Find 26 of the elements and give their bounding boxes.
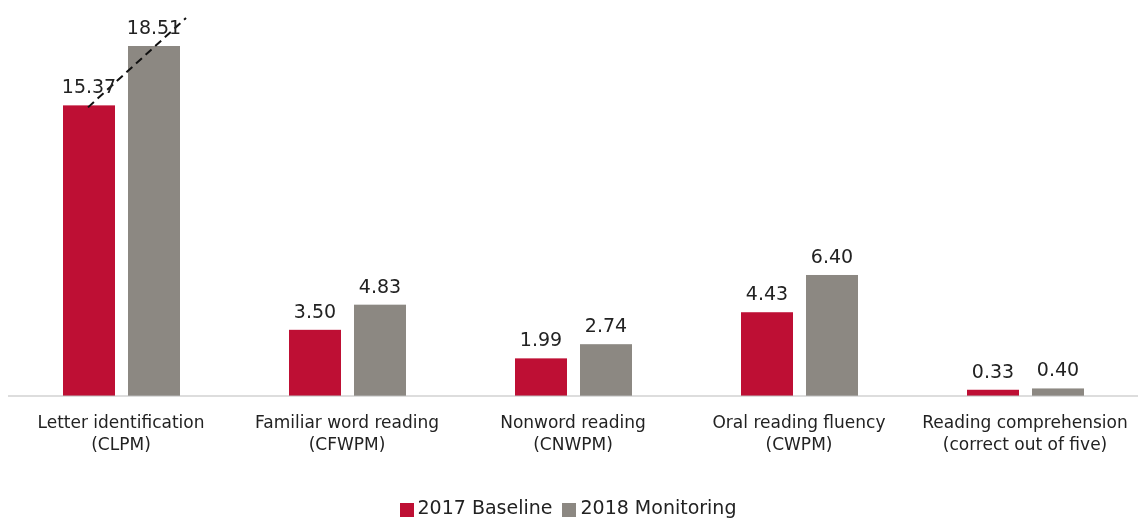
bar xyxy=(354,304,406,396)
x-tick-label: Reading comprehension (correct out of five) xyxy=(922,412,1128,454)
bar xyxy=(741,312,793,396)
legend-label: 2018 Monitoring xyxy=(580,496,737,518)
data-label: 3.50 xyxy=(293,299,337,322)
bar xyxy=(1032,388,1084,396)
data-label: 4.83 xyxy=(358,274,402,297)
bar xyxy=(63,105,115,396)
x-tick-label: Letter identification (CLPM) xyxy=(37,412,205,454)
data-label: 6.40 xyxy=(810,244,854,267)
bar xyxy=(806,274,858,396)
data-label: 4.43 xyxy=(745,282,789,305)
bar xyxy=(289,329,341,396)
bar xyxy=(128,46,180,396)
x-tick-label: Familiar word reading (CFWPM) xyxy=(255,412,439,454)
data-label: 2.74 xyxy=(584,314,628,337)
bar xyxy=(515,358,567,396)
legend-label: 2017 Baseline xyxy=(417,496,553,518)
data-label: 0.33 xyxy=(971,359,1015,382)
data-label: 1.99 xyxy=(519,328,563,351)
data-label: 0.40 xyxy=(1036,358,1080,381)
data-label: 18.51 xyxy=(126,16,182,38)
x-tick-label: Oral reading fluency (CWPM) xyxy=(712,412,886,454)
data-label: 15.37 xyxy=(61,75,117,98)
x-tick-label: Nonword reading (CNWPM) xyxy=(500,412,646,454)
bar xyxy=(580,344,632,396)
